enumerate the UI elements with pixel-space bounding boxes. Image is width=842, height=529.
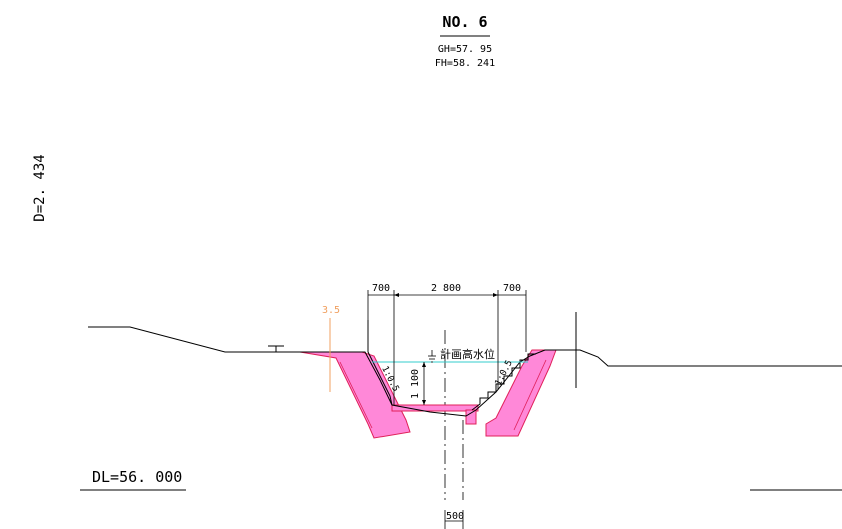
right-slope-steps bbox=[471, 353, 536, 411]
depth-label: D=2. 434 bbox=[32, 154, 48, 221]
ground-height-label: GH=57. 95 bbox=[438, 44, 492, 55]
ground-line bbox=[88, 326, 842, 417]
base-slab bbox=[391, 404, 479, 412]
dim-left-berm: 700 bbox=[372, 283, 390, 294]
dim-base-width: 500 bbox=[446, 511, 464, 522]
dim-depth: 1 100 bbox=[410, 369, 421, 399]
benchmark-mark bbox=[268, 345, 284, 352]
slope-angle-label: 3.5 bbox=[322, 305, 340, 316]
design-water-level-label: 計画高水位 bbox=[440, 347, 495, 361]
right-retaining-block bbox=[485, 349, 557, 437]
dim-channel-width: 2 800 bbox=[431, 283, 461, 294]
depth-dimension bbox=[422, 362, 426, 405]
left-retaining-block bbox=[299, 351, 411, 439]
station-title: NO. 6 bbox=[442, 13, 487, 31]
water-level-symbol bbox=[428, 350, 436, 363]
datum-label: DL=56. 000 bbox=[92, 468, 182, 486]
bottom-dimension bbox=[444, 510, 464, 529]
dim-right-berm: 700 bbox=[503, 283, 521, 294]
formation-height-label: FH=58. 241 bbox=[435, 58, 495, 69]
base-sump bbox=[465, 409, 477, 425]
